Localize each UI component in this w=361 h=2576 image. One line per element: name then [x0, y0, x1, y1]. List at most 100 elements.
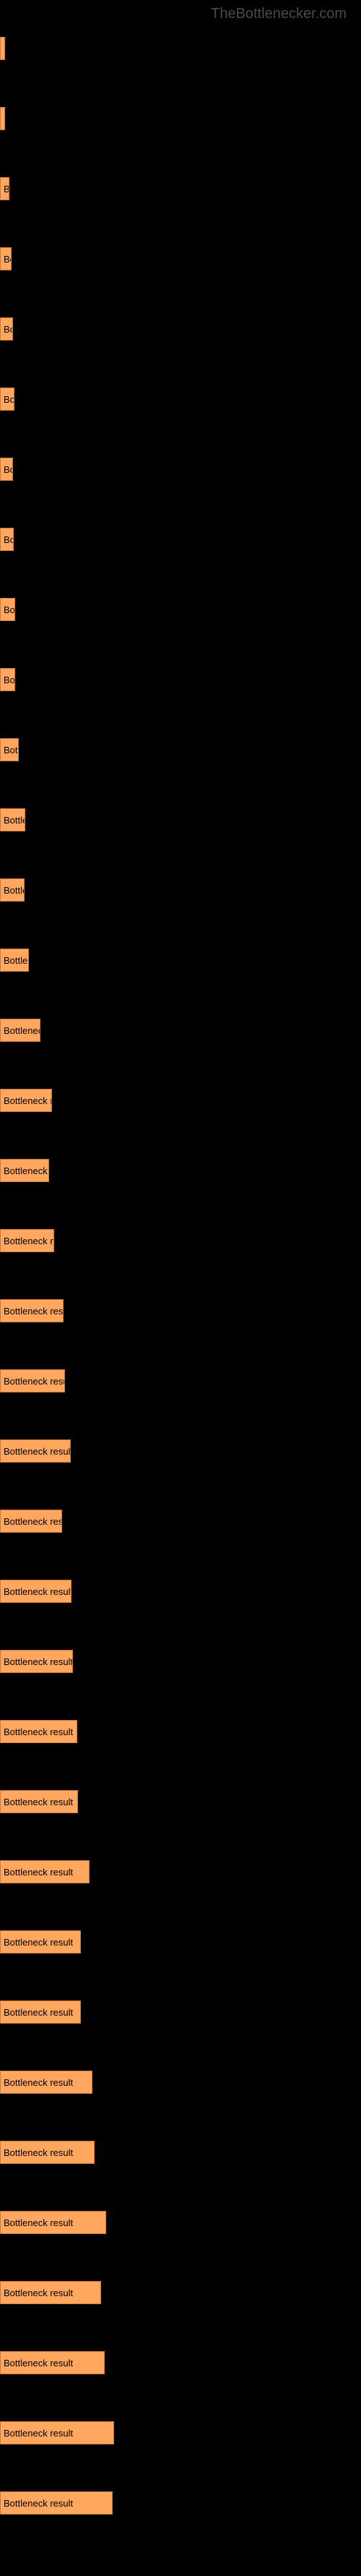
bar-label: Bottleneck result	[4, 184, 9, 194]
bar-label: Bottleneck result	[4, 1586, 71, 1597]
bar-row: Bottleneck result	[0, 808, 361, 831]
bar: Bottleneck result	[0, 177, 9, 200]
bar: Bottleneck result	[0, 1510, 62, 1533]
bar: Bottleneck result	[0, 1580, 71, 1603]
bar-row: Bottleneck result	[0, 1650, 361, 1673]
bar-row: Bottleneck result	[0, 2141, 361, 2164]
bar: Bottleneck result	[0, 1299, 64, 1322]
bar: Bottleneck result	[0, 2281, 101, 2304]
bar-label: Bottleneck result	[4, 1446, 71, 1457]
bar-row: Bottleneck result	[0, 1019, 361, 1042]
bar: Bottleneck result	[0, 1439, 71, 1463]
bar: Bottleneck result	[0, 2491, 113, 2515]
bar-row: Bottleneck result	[0, 738, 361, 761]
bar: Bottleneck result	[0, 1860, 90, 1883]
bar-row: Bottleneck result	[0, 1159, 361, 1182]
bar-row: Bottleneck result	[0, 458, 361, 481]
bar-row: Bottleneck result	[0, 1299, 361, 1322]
bar-row: Bottleneck result	[0, 247, 361, 270]
bar-label: Bottleneck result	[4, 1656, 73, 1667]
bar-label: Bottleneck result	[4, 675, 15, 685]
bar-row: Bottleneck result	[0, 388, 361, 411]
bar-row: Bottleneck result	[0, 1580, 361, 1603]
bar-label: Bottleneck result	[4, 1867, 73, 1878]
bar-row: Bottleneck result	[0, 668, 361, 691]
bar: Bottleneck result	[0, 247, 12, 270]
bar-label: Bottleneck result	[4, 955, 29, 966]
bar-row: Bottleneck result	[0, 107, 361, 130]
bar-label: Bottleneck result	[4, 604, 15, 615]
bar-label: Bottleneck result	[4, 1165, 49, 1176]
bar: Bottleneck result	[0, 2211, 106, 2234]
bar-label: Bottleneck result	[4, 1516, 62, 1527]
bar-row: Bottleneck result	[0, 2421, 361, 2444]
bar-label: Bottleneck result	[4, 1726, 73, 1737]
bar-label: Bottleneck result	[4, 324, 13, 335]
bar: Bottleneck result	[0, 2001, 81, 2024]
bar-label: Bottleneck result	[4, 885, 25, 896]
watermark-text: TheBottlenecker.com	[0, 0, 361, 22]
bar-row: Bottleneck result	[0, 1860, 361, 1883]
bar: Bottleneck result	[0, 1650, 73, 1673]
bar-label: Bottleneck result	[4, 1937, 73, 1948]
bar-label: Bottleneck result	[4, 2147, 73, 2158]
bar-row: Bottleneck result	[0, 2001, 361, 2024]
bar: Bottleneck result	[0, 317, 13, 341]
bar-label: Bottleneck result	[4, 2077, 73, 2088]
bar: Bottleneck result	[0, 1720, 77, 1743]
bar-label: Bottleneck result	[4, 1306, 64, 1317]
bar: Bottleneck result	[0, 1229, 54, 1252]
bar-label: Bottleneck result	[4, 2358, 73, 2369]
bar-row: Bottleneck result	[0, 1089, 361, 1112]
bar: Bottleneck result	[0, 598, 15, 621]
bar: Bottleneck result	[0, 458, 13, 481]
bar-label: Bottleneck result	[4, 2428, 73, 2439]
bar: Bottleneck result	[0, 1089, 52, 1112]
bar-row: Bottleneck result	[0, 1439, 361, 1463]
bar-label: Bottleneck result	[4, 2007, 73, 2018]
bar: Bottleneck result	[0, 878, 25, 902]
bar-chart: Bottleneck result Bottleneck result Bottle…	[0, 22, 361, 2576]
bar-label: Bottleneck result	[4, 114, 5, 124]
bar-row: Bottleneck result	[0, 949, 361, 972]
bar-row: Bottleneck result	[0, 2211, 361, 2234]
bar-label: Bottleneck result	[4, 2217, 73, 2228]
bar: Bottleneck result	[0, 2071, 92, 2094]
bar: Bottleneck result	[0, 2421, 114, 2444]
bar: Bottleneck result	[0, 1790, 78, 1813]
bar-row: Bottleneck result	[0, 177, 361, 200]
bar: Bottleneck result	[0, 668, 15, 691]
bar: Bottleneck result	[0, 1930, 81, 1954]
bar-label: Bottleneck result	[4, 254, 12, 265]
bar-label: Bottleneck result	[4, 534, 14, 545]
bar-row: Bottleneck result	[0, 1229, 361, 1252]
bar-row: Bottleneck result	[0, 1510, 361, 1533]
bar-row: Bottleneck result	[0, 2281, 361, 2304]
bar: Bottleneck result	[0, 37, 5, 60]
bar-label: Bottleneck result	[4, 43, 5, 54]
bar: Bottleneck result	[0, 949, 29, 972]
bar-label: Bottleneck result	[4, 464, 13, 475]
bar: Bottleneck result	[0, 2141, 95, 2164]
bar-label: Bottleneck result	[4, 2288, 73, 2298]
bar-row: Bottleneck result	[0, 1790, 361, 1813]
bar-label: Bottleneck result	[4, 815, 25, 826]
bar-label: Bottleneck result	[4, 1797, 73, 1807]
bar-row: Bottleneck result	[0, 2351, 361, 2374]
bar-row: Bottleneck result	[0, 878, 361, 902]
bar: Bottleneck result	[0, 1019, 40, 1042]
bar: Bottleneck result	[0, 1159, 49, 1182]
bar: Bottleneck result	[0, 528, 14, 551]
bar-label: Bottleneck result	[4, 2498, 73, 2509]
bar-row: Bottleneck result	[0, 317, 361, 341]
bar-row: Bottleneck result	[0, 598, 361, 621]
bar-label: Bottleneck result	[4, 1095, 52, 1106]
bar-row: Bottleneck result	[0, 1720, 361, 1743]
bar-row: Bottleneck result	[0, 2491, 361, 2515]
bar: Bottleneck result	[0, 107, 5, 130]
bar-row: Bottleneck result	[0, 1369, 361, 1392]
bar-label: Bottleneck result	[4, 394, 14, 405]
bar-row: Bottleneck result	[0, 37, 361, 60]
bar: Bottleneck result	[0, 1369, 65, 1392]
bar-label: Bottleneck result	[4, 1025, 40, 1036]
